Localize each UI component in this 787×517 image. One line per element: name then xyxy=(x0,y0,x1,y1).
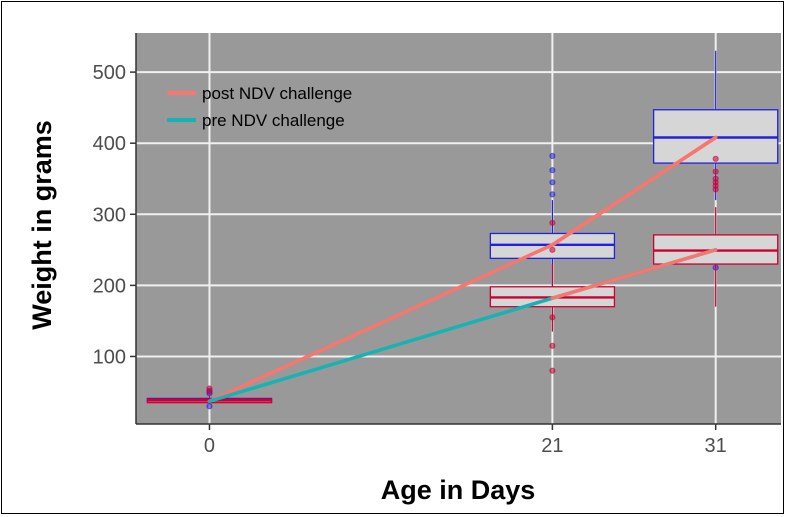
box-outlier-point xyxy=(206,385,213,392)
x-tick-label: 0 xyxy=(204,435,215,457)
box-outlier-point xyxy=(549,367,556,374)
x-axis-title: Age in Days xyxy=(381,475,536,505)
legend-label-pre: pre NDV challenge xyxy=(202,111,345,130)
y-tick-label: 500 xyxy=(93,62,126,84)
series-segment-post xyxy=(550,135,718,247)
plot-panel xyxy=(136,33,781,424)
box-outlier-point xyxy=(549,342,556,349)
y-tick-label: 300 xyxy=(93,204,126,226)
box-outlier-point xyxy=(712,168,719,175)
box-outlier-point xyxy=(712,175,719,182)
axes: 100 200 300 400 500 0 21 31 xyxy=(93,33,781,457)
box-outlier-point xyxy=(549,179,556,186)
series-lines xyxy=(207,135,718,404)
box-outlier-point xyxy=(712,155,719,162)
legend: post NDV challenge pre NDV challenge xyxy=(167,84,352,130)
y-axis-title: Weight in grams xyxy=(27,120,57,330)
x-tick-label: 21 xyxy=(541,435,563,457)
legend-label-post: post NDV challenge xyxy=(202,84,352,103)
y-tick-label: 400 xyxy=(93,133,126,155)
y-tick-label: 200 xyxy=(93,275,126,297)
x-tick-label: 31 xyxy=(705,435,727,457)
box-outlier-point xyxy=(549,152,556,160)
box-outlier-point xyxy=(206,403,213,410)
box-outlier-point xyxy=(549,167,556,174)
y-tick-label: 100 xyxy=(93,346,126,368)
box-outlier-point xyxy=(549,314,556,321)
box-outlier-point xyxy=(549,191,556,198)
series-segment-post xyxy=(550,248,718,300)
box-red-day-31 xyxy=(652,155,779,307)
box-outlier-point xyxy=(549,246,556,253)
box-outlier-point xyxy=(549,219,556,226)
